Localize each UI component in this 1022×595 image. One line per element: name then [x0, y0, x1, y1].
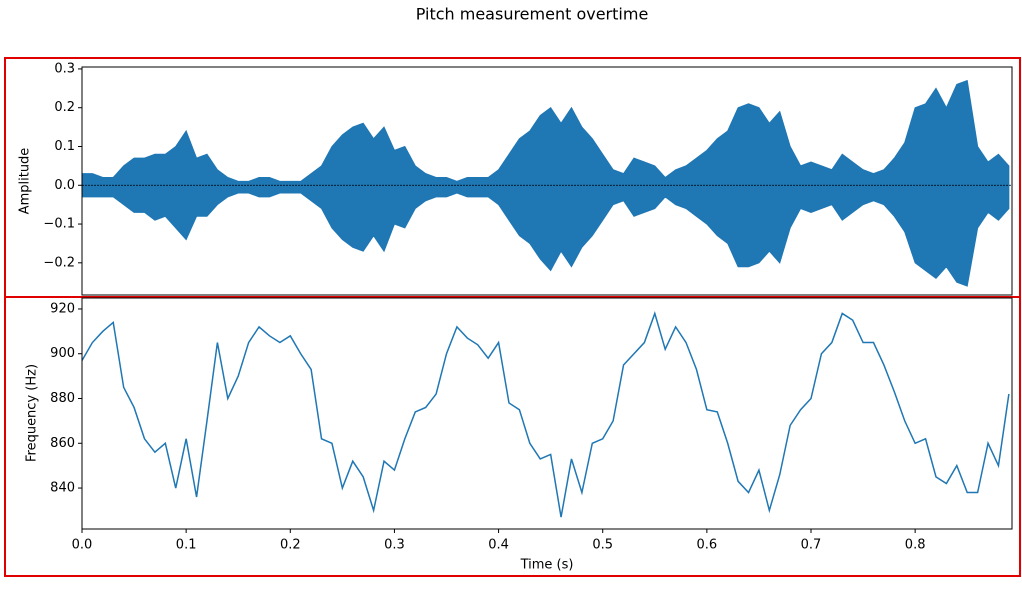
- figure-title: Pitch measurement overtime: [416, 5, 649, 24]
- y-tick-label: 840: [50, 481, 75, 496]
- x-tick-label: 0.6: [697, 538, 718, 553]
- y-tick-label: 860: [50, 436, 75, 451]
- y-tick-label: 0.3: [54, 61, 75, 76]
- frequency-line: [81, 311, 1010, 518]
- x-tick-label: 0.2: [280, 538, 301, 553]
- y-axis-label: Amplitude: [18, 148, 33, 215]
- amplitude-area: [81, 184, 1010, 287]
- x-tick-label: 0.3: [384, 538, 405, 553]
- amplitude-area: [81, 79, 1010, 186]
- y-tick-label: 0.2: [54, 100, 75, 115]
- axes-frame: [81, 297, 1013, 530]
- x-tick-label: 0.0: [72, 538, 93, 553]
- x-tick-label: 0.8: [905, 538, 926, 553]
- y-tick-label: 0.0: [54, 178, 75, 193]
- y-tick-label: 900: [50, 346, 75, 361]
- x-axis-label: Time (s): [520, 558, 574, 573]
- x-tick-label: 0.5: [592, 538, 613, 553]
- axes-frame: [81, 66, 1013, 296]
- y-tick-label: 0.1: [54, 139, 75, 154]
- x-tick-label: 0.1: [176, 538, 197, 553]
- x-tick-label: 0.4: [488, 538, 509, 553]
- y-tick-label: −0.2: [43, 255, 75, 270]
- annotation-box: [4, 296, 1021, 577]
- x-tick-label: 0.7: [801, 538, 822, 553]
- y-tick-label: 920: [50, 301, 75, 316]
- y-tick-label: 880: [50, 391, 75, 406]
- y-axis-label: Frequency (Hz): [25, 364, 40, 462]
- y-tick-label: −0.1: [43, 217, 75, 232]
